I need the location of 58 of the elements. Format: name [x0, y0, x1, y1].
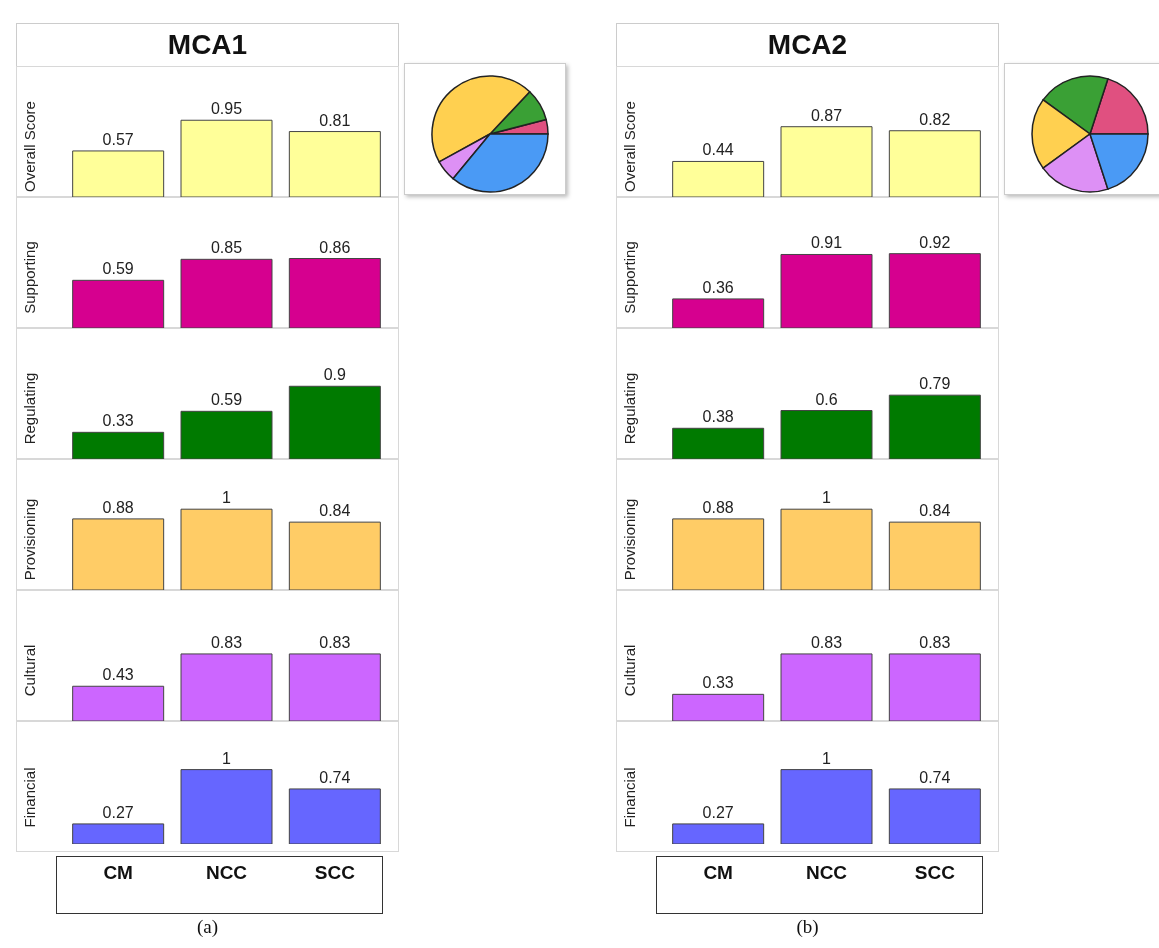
data-label: 0.82: [919, 110, 951, 128]
data-label: 0.59: [210, 391, 243, 409]
data-label: 0.88: [102, 498, 134, 516]
y-axis-title: Provisioning: [21, 498, 39, 581]
data-label: 0.79: [919, 375, 951, 393]
x-tick-label: CM: [103, 862, 133, 884]
y-axis-title: Overall Score: [621, 101, 639, 192]
data-label: 0.57: [102, 130, 134, 148]
data-label: 0.27: [102, 803, 134, 821]
data-label: 0.91: [810, 234, 843, 252]
chart-title: MCA1: [16, 23, 399, 67]
data-label: 0.33: [702, 674, 734, 692]
data-label: 0.86: [319, 238, 351, 256]
data-label: 0.43: [102, 666, 134, 684]
data-label: 0.83: [210, 633, 243, 651]
data-label: 1: [222, 749, 232, 767]
data-label: 0.95: [210, 100, 243, 118]
x-tick-label: NCC: [205, 862, 248, 884]
data-label: 0.44: [702, 141, 734, 159]
data-label: 0.83: [919, 633, 951, 651]
data-label: 0.59: [102, 260, 134, 278]
data-label: 1: [822, 749, 832, 767]
data-label: 0.74: [919, 768, 951, 786]
data-label: 0.83: [810, 633, 843, 651]
data-label: 0.74: [319, 768, 351, 786]
data-label: 0.92: [919, 233, 951, 251]
data-label: 0.84: [919, 502, 951, 520]
data-label: 1: [822, 489, 832, 507]
x-tick-label: SCC: [914, 862, 956, 884]
data-label: 0.36: [702, 278, 734, 296]
data-label: 1: [222, 489, 232, 507]
x-tick-label: NCC: [805, 862, 848, 884]
text: (b): [795, 916, 820, 938]
data-label: 0.33: [102, 412, 134, 430]
data-label: 0.27: [702, 803, 734, 821]
y-axis-title: Cultural: [621, 644, 639, 697]
y-axis-title: Regulating: [621, 372, 639, 445]
y-axis-title: Provisioning: [621, 498, 639, 581]
y-axis-title: Financial: [21, 767, 39, 828]
data-label: 0.9: [323, 366, 347, 384]
y-axis-title: Cultural: [21, 644, 39, 697]
data-label: 0.83: [319, 633, 351, 651]
y-axis-title: Supporting: [21, 241, 39, 314]
data-label: 0.88: [702, 498, 734, 516]
data-label: 0.85: [210, 239, 243, 257]
data-label: 0.84: [319, 502, 351, 520]
x-tick-label: CM: [703, 862, 733, 884]
y-axis-title: Financial: [621, 767, 639, 828]
chart-title: MCA2: [616, 23, 999, 67]
y-axis-title: Overall Score: [21, 101, 39, 192]
data-label: 0.87: [810, 106, 843, 124]
data-label: 0.81: [319, 111, 351, 129]
text: (a): [195, 916, 220, 938]
y-axis-title: Regulating: [21, 372, 39, 445]
data-label: 0.38: [702, 408, 734, 426]
data-label: 0.6: [815, 390, 838, 408]
x-tick-label: SCC: [314, 862, 356, 884]
y-axis-title: Supporting: [621, 241, 639, 314]
